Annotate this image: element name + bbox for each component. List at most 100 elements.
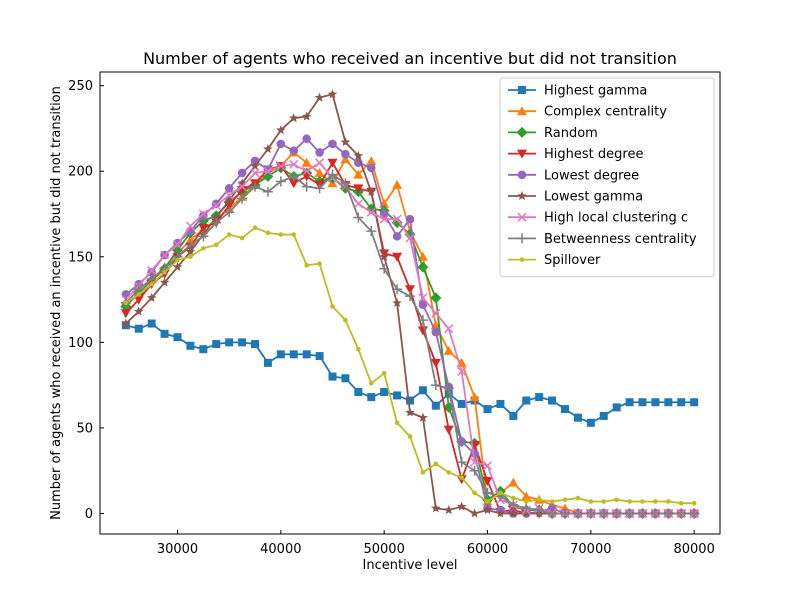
legend-item-highest-gamma: Highest gamma: [508, 84, 647, 99]
x-tick-label: 60000: [467, 542, 508, 557]
data-point-highest-gamma: [599, 411, 608, 420]
legend-item-spillover: Spillover: [508, 253, 601, 268]
legend-marker: [517, 170, 527, 180]
x-tick-label: 80000: [673, 542, 714, 557]
data-point-lowest-degree: [237, 168, 247, 178]
data-point-lowest-gamma: [340, 137, 351, 147]
legend-marker: [517, 212, 527, 222]
data-point-lowest-gamma: [482, 505, 493, 515]
legend-label: Lowest degree: [544, 168, 639, 183]
data-point-spillover: [575, 495, 581, 501]
series-spillover: [123, 225, 697, 506]
data-point-lowest-degree: [289, 146, 299, 156]
data-point-high-local-clustering-c: [224, 190, 234, 200]
data-point-betweenness-centrality: [585, 508, 596, 519]
data-point-lowest-degree: [341, 149, 350, 159]
data-point-highest-gamma: [328, 372, 337, 381]
y-axis-label: Number of agents who received an incenti…: [49, 86, 64, 520]
data-point-highest-gamma: [509, 411, 518, 420]
x-tick-label: 70000: [570, 542, 611, 557]
data-point-highest-gamma: [548, 396, 557, 405]
data-point-spillover: [291, 232, 297, 237]
data-point-highest-gamma: [522, 396, 531, 405]
data-point-highest-gamma: [612, 403, 621, 412]
data-point-spillover: [343, 317, 348, 323]
data-point-high-local-clustering-c: [353, 199, 363, 209]
data-point-spillover: [472, 490, 477, 496]
legend-label: Betweenness centrality: [544, 232, 697, 247]
data-point-random: [417, 261, 429, 273]
data-point-high-local-clustering-c: [366, 207, 376, 217]
data-point-high-local-clustering-c: [211, 200, 221, 210]
data-point-betweenness-centrality: [611, 508, 622, 519]
data-point-highest-degree: [482, 476, 493, 486]
data-point-betweenness-centrality: [598, 508, 609, 519]
data-point-betweenness-centrality: [456, 457, 467, 468]
data-point-highest-gamma: [393, 391, 402, 400]
data-point-spillover: [407, 434, 413, 439]
data-point-high-local-clustering-c: [250, 168, 260, 178]
data-point-betweenness-centrality: [327, 169, 338, 180]
data-point-betweenness-centrality: [366, 226, 377, 237]
legend-marker: [518, 86, 526, 94]
data-point-betweenness-centrality: [392, 284, 403, 295]
legend: Highest gamma Complex centrality Random Hig…: [499, 77, 715, 278]
data-point-highest-gamma: [315, 352, 324, 361]
data-point-highest-degree: [120, 309, 131, 319]
data-point-complex-centrality: [469, 392, 480, 402]
data-point-complex-centrality: [508, 477, 519, 487]
data-point-lowest-degree: [431, 327, 441, 337]
data-point-spillover: [188, 254, 193, 260]
data-point-lowest-gamma: [288, 113, 299, 123]
data-point-betweenness-centrality: [676, 508, 687, 519]
data-point-highest-gamma: [160, 329, 169, 338]
data-point-lowest-gamma: [366, 186, 377, 196]
data-point-spillover: [226, 232, 232, 237]
data-point-high-local-clustering-c: [405, 233, 415, 243]
data-point-complex-centrality: [301, 157, 312, 167]
data-point-highest-gamma: [677, 398, 686, 407]
data-point-complex-centrality: [443, 345, 454, 355]
data-point-lowest-degree: [457, 437, 466, 446]
data-point-spillover: [175, 257, 180, 263]
data-point-lowest-degree: [315, 148, 324, 157]
data-point-lowest-degree: [302, 134, 311, 144]
data-point-betweenness-centrality: [301, 181, 312, 192]
data-point-high-local-clustering-c: [198, 209, 208, 219]
data-point-highest-degree: [133, 295, 144, 305]
data-point-highest-gamma: [302, 350, 311, 359]
data-point-spillover: [381, 370, 387, 376]
data-point-betweenness-centrality: [250, 181, 260, 192]
data-point-spillover: [446, 470, 452, 475]
data-point-highest-gamma: [380, 387, 389, 396]
data-point-lowest-gamma: [211, 212, 222, 222]
data-point-lowest-gamma: [237, 178, 247, 188]
data-point-high-local-clustering-c: [431, 308, 441, 318]
data-point-complex-centrality: [314, 167, 325, 177]
data-point-spillover: [627, 499, 632, 504]
plot-area: [120, 89, 700, 519]
data-point-high-local-clustering-c: [160, 250, 170, 260]
data-point-lowest-gamma: [172, 262, 183, 272]
data-point-betweenness-centrality: [379, 263, 390, 274]
data-point-lowest-gamma: [379, 251, 389, 261]
data-point-betweenness-centrality: [482, 487, 493, 498]
data-point-betweenness-centrality: [340, 178, 351, 189]
data-point-lowest-gamma: [133, 306, 144, 316]
data-point-highest-gamma: [367, 393, 376, 402]
data-point-highest-gamma: [431, 401, 440, 410]
data-point-highest-gamma: [134, 324, 143, 333]
data-point-highest-gamma: [173, 333, 182, 342]
data-point-spillover: [601, 499, 607, 504]
data-point-lowest-gamma: [469, 508, 480, 518]
data-point-lowest-degree: [328, 139, 337, 149]
legend-marker: [516, 126, 528, 138]
legend-item-lowest-gamma: Lowest gamma: [508, 190, 643, 205]
data-point-spillover: [498, 490, 503, 496]
data-point-high-local-clustering-c: [147, 265, 157, 276]
legend-item-highest-degree: Highest degree: [508, 147, 643, 162]
y-tick-label: 100: [68, 336, 93, 351]
data-point-spillover: [123, 300, 129, 306]
data-point-highest-gamma: [225, 338, 234, 347]
data-point-betweenness-centrality: [430, 380, 441, 391]
